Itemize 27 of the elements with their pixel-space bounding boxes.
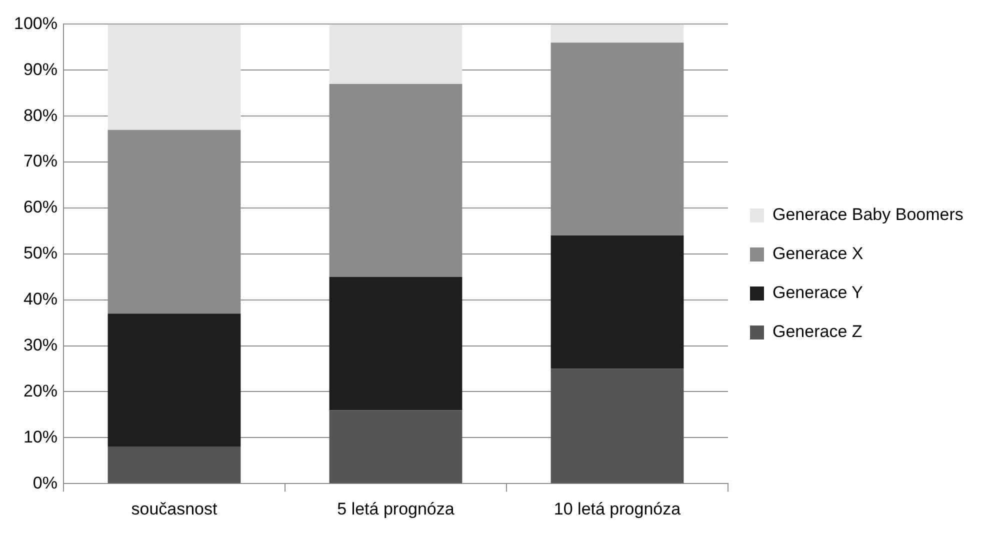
legend-label: Generace Baby Boomers (772, 205, 964, 224)
legend-label: Generace Z (772, 322, 862, 342)
y-tick-label: 50% (23, 244, 58, 263)
x-tick-label: 10 letá prognóza (554, 499, 682, 518)
bar (329, 24, 462, 84)
y-tick-label: 0% (32, 473, 58, 492)
bar (329, 276, 462, 410)
legend-label: Generace Y (772, 283, 863, 302)
x-tick-label: 5 letá prognóza (337, 499, 455, 518)
bar (108, 24, 241, 130)
bar (550, 368, 684, 484)
y-tick-label: 20% (23, 381, 58, 400)
y-tick-label: 100% (14, 14, 58, 33)
y-tick-label: 30% (23, 335, 58, 354)
bar (108, 314, 241, 447)
bar (108, 446, 241, 484)
x-tick-label: současnost (131, 499, 218, 518)
y-tick-label: 80% (23, 106, 58, 125)
y-tick-label: 10% (23, 427, 58, 446)
y-tick-label: 90% (23, 60, 58, 79)
y-tick-label: 70% (23, 152, 58, 171)
bar (550, 236, 684, 369)
y-tick-label: 60% (23, 198, 58, 217)
bar (329, 410, 462, 484)
bar (550, 24, 684, 43)
legend-label: Generace X (772, 244, 864, 264)
y-tick-label: 40% (23, 290, 58, 309)
